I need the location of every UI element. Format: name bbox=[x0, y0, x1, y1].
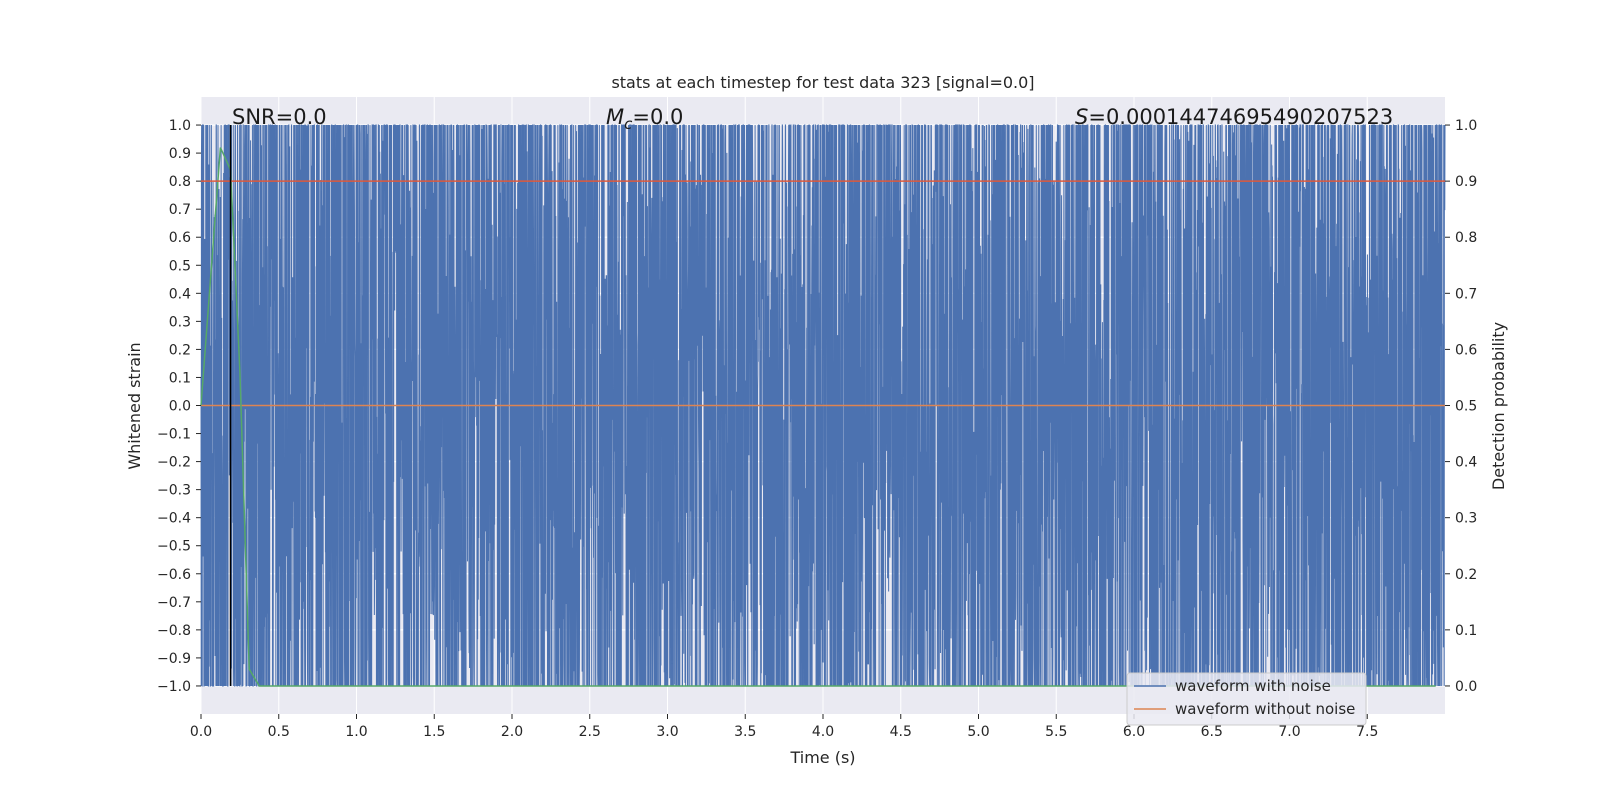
y2-tick-label: 0.2 bbox=[1455, 567, 1477, 583]
y-axis-label: Whitened strain bbox=[125, 342, 144, 469]
x-tick-label: 2.5 bbox=[579, 724, 601, 740]
y-tick-label: −0.6 bbox=[157, 567, 191, 583]
waveform-with-noise-series bbox=[200, 124, 1446, 687]
y-tick-label: −0.2 bbox=[157, 455, 191, 471]
y-tick-label: −0.4 bbox=[157, 511, 191, 527]
s-symbol: S bbox=[1075, 105, 1088, 129]
y-tick-label: 0.8 bbox=[169, 174, 191, 190]
y-tick-label: −0.1 bbox=[157, 427, 191, 443]
x-tick-label: 7.5 bbox=[1356, 724, 1378, 740]
y-tick-label: 0.6 bbox=[169, 230, 191, 246]
mc-value: =0.0 bbox=[632, 105, 683, 129]
legend-box bbox=[1126, 672, 1367, 726]
y2-tick-label: 0.8 bbox=[1455, 230, 1477, 246]
y2-tick-label: 0.4 bbox=[1455, 455, 1477, 471]
y-tick-label: −0.5 bbox=[157, 539, 191, 555]
y-tick-label: 1.0 bbox=[169, 118, 191, 134]
y-tick-label: 0.2 bbox=[169, 342, 191, 358]
y-tick-label: −1.0 bbox=[157, 679, 191, 695]
y2-tick-label: 0.7 bbox=[1455, 286, 1477, 302]
y-tick-label: 0.9 bbox=[169, 146, 191, 162]
mc-symbol: M bbox=[606, 105, 624, 129]
y2-tick-label: 0.5 bbox=[1455, 399, 1477, 415]
x-tick-label: 4.5 bbox=[890, 724, 912, 740]
x-tick-label: 1.5 bbox=[423, 724, 445, 740]
x-tick-label: 0.5 bbox=[268, 724, 290, 740]
snr-annotation: SNR=0.0 bbox=[232, 105, 327, 129]
y2-tick-label: 0.6 bbox=[1455, 342, 1477, 358]
s-value: =0.00014474695490207523 bbox=[1088, 105, 1393, 129]
legend: waveform with noise waveform without noi… bbox=[1126, 672, 1367, 726]
x-tick-labels: 0.0 0.5 1.0 1.5 2.0 2.5 3.0 3.5 4.0 4.5 5.0 5.5 6.0 6… bbox=[190, 714, 1378, 740]
y-tick-label: −0.3 bbox=[157, 483, 191, 499]
y2-tick-label: 0.1 bbox=[1455, 623, 1477, 639]
y2-tick-label: 0.3 bbox=[1455, 511, 1477, 527]
y-tick-labels: −1.0 −0.9 −0.8 −0.7 −0.6 −0.5 −0.4 −0.3 −0.2 −0.1… bbox=[157, 118, 201, 695]
y-tick-label: −0.9 bbox=[157, 651, 191, 667]
y-tick-label: 0.7 bbox=[169, 202, 191, 218]
x-tick-label: 2.0 bbox=[501, 724, 523, 740]
y-tick-label: 0.5 bbox=[169, 258, 191, 274]
x-tick-label: 5.5 bbox=[1045, 724, 1067, 740]
mc-annotation: Mc=0.0 bbox=[606, 105, 683, 133]
y-tick-label: 0.1 bbox=[169, 370, 191, 386]
x-tick-label: 3.0 bbox=[656, 724, 678, 740]
x-tick-label: 5.0 bbox=[967, 724, 989, 740]
legend-label-without-noise: waveform without noise bbox=[1175, 700, 1355, 718]
x-tick-label: 6.5 bbox=[1201, 724, 1223, 740]
x-tick-label: 6.0 bbox=[1123, 724, 1145, 740]
y-tick-label: −0.8 bbox=[157, 623, 191, 639]
y2-axis-label: Detection probability bbox=[1489, 322, 1508, 490]
y2-tick-labels: 0.0 0.1 0.2 0.3 0.4 0.5 0.6 0.7 0.8 0.9 1.0 bbox=[1445, 118, 1477, 695]
chart-title: stats at each timestep for test data 323… bbox=[611, 73, 1034, 92]
y2-tick-label: 1.0 bbox=[1455, 118, 1477, 134]
y2-tick-label: 0.9 bbox=[1455, 174, 1477, 190]
mc-subscript: c bbox=[624, 115, 633, 133]
legend-label-with-noise: waveform with noise bbox=[1175, 677, 1331, 695]
y-tick-label: 0.4 bbox=[169, 286, 191, 302]
x-tick-label: 7.0 bbox=[1278, 724, 1300, 740]
waveform-with-noise-line bbox=[200, 124, 1446, 687]
y-tick-label: 0.3 bbox=[169, 314, 191, 330]
x-tick-label: 3.5 bbox=[734, 724, 756, 740]
x-tick-label: 4.0 bbox=[812, 724, 834, 740]
y-tick-label: −0.7 bbox=[157, 595, 191, 611]
x-tick-label: 1.0 bbox=[345, 724, 367, 740]
y2-tick-label: 0.0 bbox=[1455, 679, 1477, 695]
x-axis-label: Time (s) bbox=[789, 748, 855, 767]
s-annotation: S=0.00014474695490207523 bbox=[1075, 105, 1393, 129]
x-tick-label: 0.0 bbox=[190, 724, 212, 740]
y-tick-label: 0.0 bbox=[169, 399, 191, 415]
